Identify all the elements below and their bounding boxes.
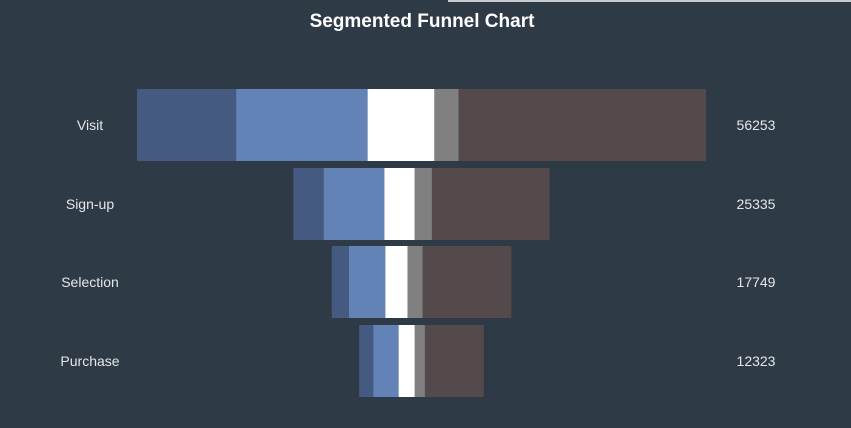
funnel-segment-visit-4 <box>434 89 459 161</box>
funnel-rows: Visit 56253 Sign-up 25335 Selection 17749 Purc… <box>60 89 776 397</box>
funnel-segment-purchase-4 <box>414 325 425 397</box>
funnel-segment-sign-up-2 <box>323 168 385 240</box>
funnel-segment-purchase-3 <box>398 325 415 397</box>
funnel-segment-sign-up-5 <box>431 168 550 240</box>
funnel-segment-sign-up-3 <box>384 168 415 240</box>
funnel-segment-visit-2 <box>236 89 368 161</box>
funnel-segment-sign-up-4 <box>414 168 432 240</box>
chart-title: Segmented Funnel Chart <box>310 11 536 32</box>
stage-total-label: 56253 <box>737 117 776 133</box>
funnel-segment-purchase-5 <box>424 325 484 397</box>
funnel-segment-visit-5 <box>458 89 706 161</box>
funnel-segment-selection-5 <box>422 246 512 318</box>
funnel-segment-selection-3 <box>385 246 408 318</box>
stage-label: Visit <box>77 117 103 133</box>
stage-label: Purchase <box>60 353 119 369</box>
stage-total-label: 12323 <box>737 353 776 369</box>
funnel-segment-purchase-2 <box>373 325 399 397</box>
stage-total-label: 25335 <box>737 196 776 212</box>
funnel-segment-purchase-1 <box>359 325 374 397</box>
stage-total-label: 17749 <box>737 274 776 290</box>
funnel-segment-visit-1 <box>137 89 237 161</box>
funnel-segment-selection-2 <box>348 246 386 318</box>
funnel-segment-selection-1 <box>331 246 349 318</box>
funnel-segment-visit-3 <box>367 89 435 161</box>
stage-label: Selection <box>61 274 119 290</box>
stage-label: Sign-up <box>66 196 114 212</box>
funnel-segment-selection-4 <box>407 246 423 318</box>
funnel-segment-sign-up-1 <box>293 168 324 240</box>
top-divider <box>448 0 851 2</box>
